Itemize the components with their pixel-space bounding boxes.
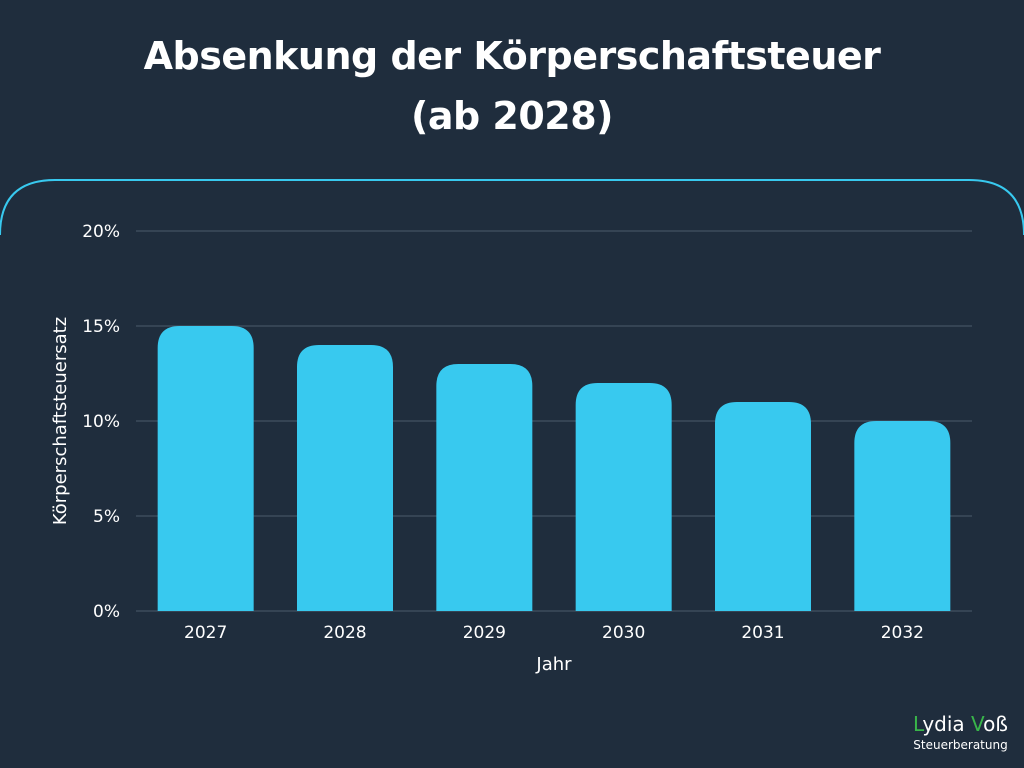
- logo-subtitle: Steuerberatung: [913, 738, 1008, 752]
- x-tick-label: 2030: [602, 623, 645, 643]
- y-tick-label: 20%: [82, 222, 120, 242]
- x-tick-label: 2027: [184, 623, 227, 643]
- y-tick-label: 10%: [82, 412, 120, 432]
- bar-2027: [157, 326, 254, 611]
- y-tick-label: 15%: [82, 317, 120, 337]
- x-tick-label: 2031: [741, 623, 784, 643]
- y-axis-label: Körperschaftsteuersatz: [50, 317, 71, 525]
- logo-last-rest: oß: [983, 712, 1008, 736]
- bar-2032: [854, 421, 951, 611]
- bar-2029: [436, 364, 533, 611]
- y-tick-label: 0%: [93, 602, 120, 622]
- y-tick-label: 5%: [93, 507, 120, 527]
- bar-2030: [575, 383, 672, 611]
- x-tick-label: 2028: [323, 623, 366, 643]
- chart-title: Absenkung der Körperschaftsteuer: [143, 34, 881, 78]
- bar-2028: [297, 345, 393, 611]
- bar-2031: [715, 402, 811, 611]
- x-axis-label: Jahr: [535, 654, 572, 675]
- x-tick-label: 2032: [881, 623, 924, 643]
- brand-logo: Lydia Voß Steuerberatung: [913, 712, 1008, 753]
- chart-panel-border: [0, 179, 1024, 236]
- logo-last-initial: V: [971, 712, 984, 736]
- logo-name: Lydia Voß: [913, 712, 1008, 736]
- x-tick-label: 2029: [463, 623, 506, 643]
- chart-subtitle: (ab 2028): [410, 94, 614, 138]
- logo-first-initial: L: [913, 712, 923, 736]
- logo-first-rest: ydia: [922, 712, 965, 736]
